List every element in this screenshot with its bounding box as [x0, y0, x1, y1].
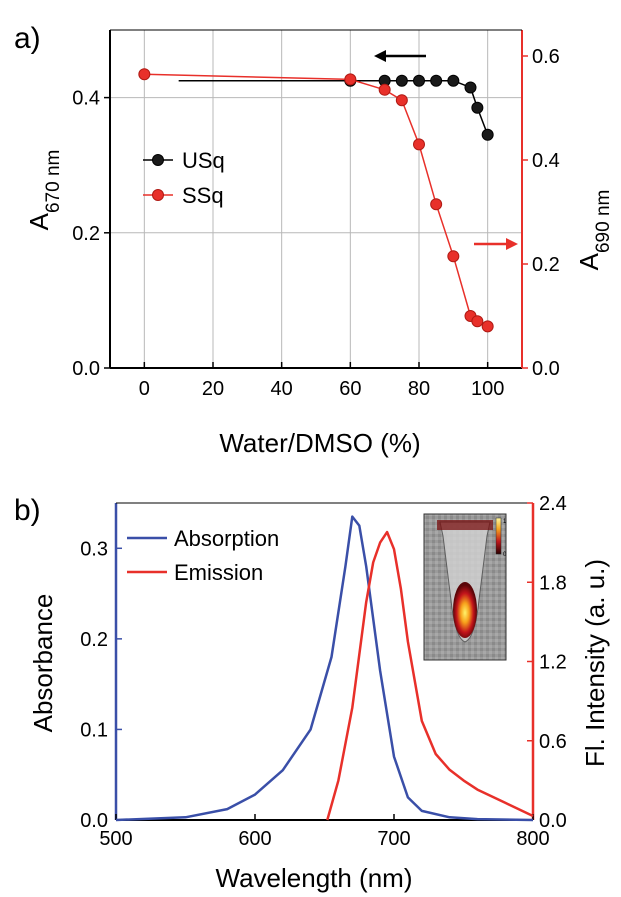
- panel-a-ylabel-right: A690 nm: [574, 190, 614, 271]
- series-emission-line: [326, 530, 534, 821]
- panel-b: b) 500 600 700 8000.00.10.20.30.00.61.21.82…: [14, 493, 610, 893]
- x-tick-label: 600: [238, 828, 271, 850]
- panel-a-frame: [109, 29, 523, 369]
- panel-b-label: b): [14, 494, 41, 527]
- panel-b-legend: Absorption Emission: [127, 526, 279, 585]
- y-right-tick-label: 0.2: [532, 254, 560, 276]
- inset-colorbar: [495, 517, 502, 555]
- y-left-tick-label: 0.0: [80, 810, 108, 832]
- panel-b-ylabel-left: Absorbance: [28, 594, 58, 733]
- y-right-tick-label: 2.4: [539, 493, 567, 515]
- panel-b-series: [115, 515, 534, 822]
- series-usq-point: [413, 74, 425, 87]
- series-ssq-point: [378, 83, 391, 96]
- y-left-tick-label: 0.2: [80, 629, 108, 651]
- y-left-tick-label: 0.0: [72, 358, 100, 380]
- y-left-tick-label: 0.2: [72, 223, 100, 245]
- series-usq-point: [481, 128, 494, 141]
- inset-fluorescence: [453, 582, 477, 638]
- series-usq-point: [471, 101, 484, 114]
- y-left-tick-label: 0.1: [80, 719, 108, 741]
- panel-a: a) 0 20 40 60 80 100 0.0 0.2 0.4 0.0 0.2 0.4 0.6 USq…: [14, 22, 614, 458]
- y-right-tick-label: 0.4: [532, 150, 560, 172]
- series-ssq-point: [138, 68, 151, 81]
- y-right-tick-label: 0.0: [539, 810, 567, 832]
- series-ssq-point: [447, 250, 460, 263]
- x-tick-label: 500: [99, 828, 132, 850]
- series-ssq-point: [413, 138, 425, 151]
- panel-b-xlabel: Wavelength (nm): [216, 863, 413, 893]
- series-usq-point: [430, 74, 443, 87]
- panel-a-label: a): [14, 22, 41, 55]
- legend-ssq-marker: [152, 189, 164, 201]
- series-absorption-line: [115, 515, 534, 822]
- inset-scale-max: 1: [503, 519, 507, 525]
- x-tick-label: 60: [339, 378, 361, 400]
- y-left-tick-label: 0.4: [72, 88, 100, 110]
- x-tick-label: 20: [202, 378, 224, 400]
- y-right-tick-label: 0.6: [532, 46, 560, 68]
- series-usq-point: [395, 74, 408, 87]
- inset-cap: [437, 520, 493, 530]
- series-ssq-point: [471, 315, 484, 328]
- series-usq-point: [447, 74, 460, 87]
- y-left-tick-label: 0.3: [80, 538, 108, 560]
- y-right-tick-label: 0.0: [532, 358, 560, 380]
- y-right-tick-label: 0.6: [539, 731, 567, 753]
- x-tick-label: 100: [471, 378, 504, 400]
- series-ssq-point: [430, 198, 443, 211]
- x-tick-label: 800: [516, 828, 549, 850]
- panel-a-ylabel-left: A670 nm: [24, 150, 64, 231]
- inset-scale-min: 0: [503, 552, 507, 558]
- y-right-tick-label: 1.8: [539, 572, 567, 594]
- series-ssq-point: [395, 94, 408, 107]
- legend-emission-label: Emission: [174, 560, 263, 585]
- inset-image: 1 0: [423, 513, 507, 661]
- legend-usq-marker: [152, 154, 164, 166]
- series-ssq-point: [344, 73, 357, 86]
- x-tick-label: 80: [408, 378, 430, 400]
- x-tick-label: 40: [271, 378, 293, 400]
- left-arrow-head: [374, 50, 386, 62]
- panel-a-ticks: 0 20 40 60 80 100 0.0 0.2 0.4 0.0 0.2 0.4 0.6: [72, 46, 560, 400]
- legend-ssq-label: SSq: [182, 183, 224, 208]
- panel-b-ylabel-right: Fl. Intensity (a. u.): [580, 559, 610, 767]
- panel-a-arrows: [374, 50, 518, 250]
- series-usq-point: [464, 81, 477, 94]
- panel-a-series: [138, 68, 494, 333]
- y-right-tick-label: 1.2: [539, 652, 567, 674]
- legend-usq-label: USq: [182, 148, 225, 173]
- legend-absorption-label: Absorption: [174, 526, 279, 551]
- panel-a-xlabel: Water/DMSO (%): [219, 428, 420, 458]
- x-tick-label: 0: [139, 378, 150, 400]
- panel-a-legend: USq SSq: [143, 148, 225, 208]
- x-tick-label: 700: [377, 828, 410, 850]
- series-ssq-point: [481, 320, 494, 333]
- right-arrow-head: [506, 238, 518, 250]
